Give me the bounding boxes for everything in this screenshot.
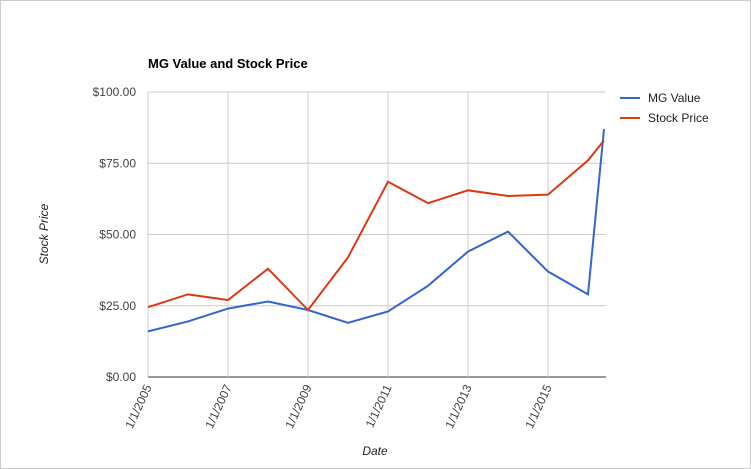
x-axis-title: Date <box>362 444 388 458</box>
y-tick-label: $100.00 <box>93 85 137 99</box>
legend-label: Stock Price <box>648 111 709 125</box>
series-line <box>147 139 605 312</box>
y-tick-label: $50.00 <box>99 228 136 242</box>
series-line <box>147 128 605 333</box>
y-axis-title: Stock Price <box>37 203 51 264</box>
y-tick-label: $25.00 <box>99 299 136 313</box>
y-tick-label: $0.00 <box>106 370 136 384</box>
chart-title: MG Value and Stock Price <box>148 56 308 71</box>
legend-label: MG Value <box>648 91 701 105</box>
y-tick-label: $75.00 <box>99 156 136 170</box>
